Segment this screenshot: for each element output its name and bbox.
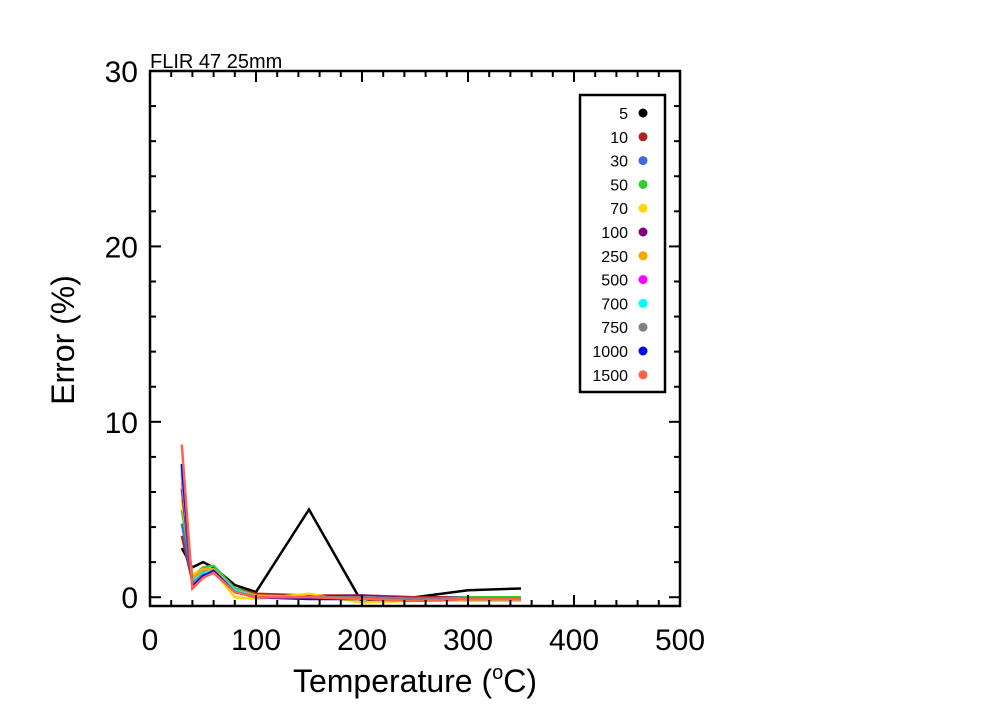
legend-marker-50 [638, 179, 648, 189]
x-tick-label: 0 [142, 624, 159, 657]
plot-frame [148, 69, 682, 608]
legend-marker-5 [638, 108, 648, 118]
legend-marker-1500 [638, 370, 648, 380]
legend-marker-700 [638, 298, 648, 308]
series-line-5 [180, 507, 522, 604]
legend-label-700: 700 [601, 296, 628, 313]
y-tick-label: 0 [121, 582, 138, 615]
legend-label-500: 500 [601, 273, 628, 290]
legend-label-1000: 1000 [592, 344, 628, 361]
legend-label-250: 250 [601, 249, 628, 266]
legend-marker-250 [638, 251, 648, 261]
x-tick-label: 500 [655, 624, 705, 657]
x-axis-title-super: o [492, 662, 503, 684]
legend-marker-750 [638, 322, 648, 332]
legend-marker-1000 [638, 346, 648, 356]
legend-marker-30 [638, 156, 648, 166]
legend-label-5: 5 [619, 106, 628, 123]
legend-label-100: 100 [601, 225, 628, 242]
legend-marker-100 [638, 227, 648, 237]
legend-label-750: 750 [601, 320, 628, 337]
y-tick-label: 30 [105, 56, 138, 89]
legend-label-30: 30 [610, 154, 628, 171]
legend-label-10: 10 [610, 130, 628, 147]
x-axis-title: Temperature (oC) [293, 662, 537, 699]
legend-label-1500: 1500 [592, 368, 628, 385]
legend-box [578, 93, 667, 394]
legend-marker-500 [638, 275, 648, 285]
x-tick-label: 400 [549, 624, 599, 657]
x-axis-title-main: Temperature ( [293, 663, 493, 699]
legend-marker-70 [638, 203, 648, 213]
x-tick-label: 300 [443, 624, 493, 657]
x-axis-title-tail: C) [503, 663, 537, 699]
x-tick-label: 100 [231, 624, 281, 657]
ticks-layer: 0 100 200 300 400 500 0 10 20 30 [105, 56, 705, 657]
y-tick-label: 20 [105, 231, 138, 264]
x-tick-label: 200 [337, 624, 387, 657]
legend-label-70: 70 [610, 201, 628, 218]
chart-title: FLIR 47 25mm [150, 51, 282, 73]
y-tick-label: 10 [105, 407, 138, 440]
y-axis-title: Error (%) [45, 275, 81, 405]
legend: 5 10 30 50 70 100 250 500 700 750 1000 1500 [578, 93, 667, 394]
legend-label-50: 50 [610, 177, 628, 194]
legend-marker-10 [638, 132, 648, 142]
